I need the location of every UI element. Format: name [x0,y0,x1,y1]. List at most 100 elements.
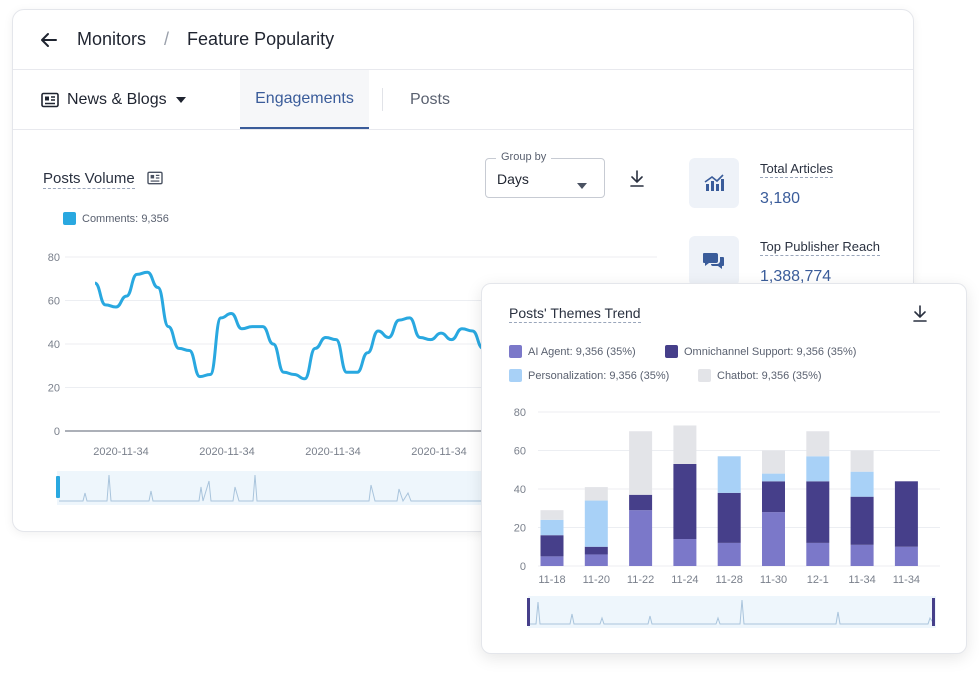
stat-label-total-articles: Total Articles [760,161,833,178]
newspaper-icon [41,92,59,108]
legend-chatbot: Chatbot: 9,356 (35%) [698,369,822,382]
bar-segment [894,546,918,566]
legend-swatch [63,212,76,225]
download-icon[interactable] [912,305,928,328]
page-title: Feature Popularity [187,29,335,49]
total-articles-icon-box [689,158,739,208]
breadcrumb-separator: / [164,29,170,49]
bar-segment [584,554,608,566]
themes-trend-card: Posts' Themes Trend AI Agent: 9,356 (35%… [481,283,967,654]
posts-volume-title: Posts Volume [43,170,135,189]
range-navigator [528,596,936,628]
x-tick-label: 11-24 [671,574,698,586]
y-tick-label: 20 [48,383,60,395]
monitor-card: Monitors / Feature Popularity News & Blo… [12,9,914,532]
bar-segment [806,456,830,482]
legend-value: 9,356 (35%) [761,369,822,382]
legend-value: 9,356 [141,212,169,225]
legend-personalization: Personalization: 9,356 (35%) [509,369,669,382]
x-tick-label: 11-22 [627,574,654,586]
group-by-select[interactable]: Group by Days [485,151,605,198]
x-tick-label: 11-34 [893,574,920,586]
tab-engagements[interactable]: Engagements [240,70,369,129]
source-selector[interactable]: News & Blogs [13,70,240,129]
navigator-handle [527,598,530,626]
group-by-label: Group by [496,151,552,163]
tab-posts[interactable]: Posts [409,90,450,108]
y-tick-label: 20 [514,523,526,535]
bar-segment [540,535,564,557]
navigator-sparkline [530,599,935,625]
y-tick-label: 40 [514,484,526,496]
legend-name: Comments: [82,212,139,225]
bar-segment [762,473,785,482]
bar-segment [717,456,741,493]
bar-segment [673,539,697,566]
bar-segment [806,481,830,543]
back-arrow-icon[interactable] [39,28,63,52]
chat-bubbles-icon [703,253,724,269]
bar-segment [584,546,608,555]
legend-ai-agent: AI Agent: 9,356 (35%) [509,345,636,358]
bar-segment [540,519,564,536]
x-tick-label: 11-20 [583,574,610,586]
legend-swatch [698,369,711,382]
bar-segment [806,542,830,566]
y-tick-label: 80 [514,407,526,419]
publisher-reach-icon-box [689,236,739,286]
bar-segment [540,510,564,520]
bar-segment [584,500,608,547]
bar-segment [584,487,608,501]
themes-trend-chart: 0 20 40 60 80 11-18 11-20 11-22 11-24 11-28 11-30 1… [514,407,940,628]
bar-segment [850,496,874,545]
x-tick-label: 11-34 [848,574,875,586]
bar-segment [717,492,741,543]
caret-down-icon [175,96,187,104]
source-label: News & Blogs [67,90,167,108]
bar-segment [717,542,741,566]
bar-segment [673,425,697,464]
legend-name: Omnichannel Support: [684,345,794,358]
stat-value-total-articles: 3,180 [760,190,801,207]
series-line-comments [94,270,484,381]
group-by-value: Days [497,171,529,187]
bar-segment [629,494,653,511]
bar-segment [850,471,874,497]
y-tick-label: 60 [514,446,526,458]
bar-segment [762,512,785,566]
y-tick-label: 40 [48,339,60,351]
y-tick-label: 80 [48,252,60,264]
newspaper-icon [147,171,163,190]
comments-legend: Comments: 9,356 [63,212,169,225]
bar-segment [806,431,830,457]
legend-omnichannel-support: Omnichannel Support: 9,356 (35%) [665,345,856,358]
range-navigator [57,471,487,505]
y-tick-label: 0 [520,561,526,573]
stat-value-publisher-reach: 1,388,774 [760,268,832,285]
legend-swatch [509,369,522,382]
legend-value: 9,356 (35%) [575,345,636,358]
header: Monitors / Feature Popularity [13,10,913,70]
legend-name: Chatbot: [717,369,759,382]
legend-name: Personalization: [528,369,607,382]
bar-segment [762,450,785,474]
x-tick-label: 2020-11-34 [305,446,360,458]
x-tick-label: 11-18 [538,574,565,586]
download-icon[interactable] [629,170,645,193]
bar-segment [762,481,785,513]
stat-label-publisher-reach: Top Publisher Reach [760,239,880,256]
breadcrumb-monitors[interactable]: Monitors [77,29,147,49]
x-tick-label: 2020-11-34 [93,446,148,458]
tab-bar: News & Blogs Engagements Posts [13,70,913,130]
tab-divider [382,88,383,111]
x-tick-label: 12-1 [807,574,829,586]
bar-segment [850,450,874,472]
x-tick-label: 11-28 [716,574,743,586]
x-tick-label: 2020-11-34 [199,446,254,458]
legend-swatch [665,345,678,358]
caret-down-icon [577,176,587,194]
legend-name: AI Agent: [528,345,573,358]
bar-segment [673,463,697,540]
legend-swatch [509,345,522,358]
y-tick-label: 0 [54,426,60,438]
